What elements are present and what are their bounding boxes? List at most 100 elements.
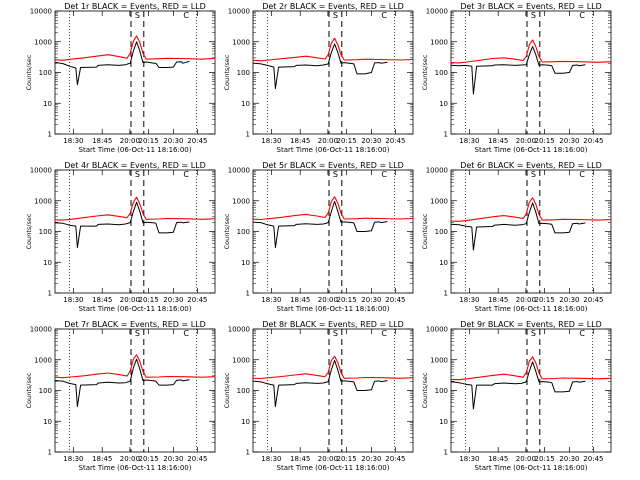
x-tick-label: 18:45 <box>92 137 112 145</box>
y-axis-label: Counts/sec <box>25 213 33 249</box>
x-tick-label: 18:30 <box>261 137 281 145</box>
y-tick-label: 1000 <box>430 197 448 205</box>
plot-frame <box>252 10 414 135</box>
x-tick-label: 20:30 <box>163 455 183 463</box>
events-series-line <box>55 358 190 408</box>
y-tick-label: 10 <box>241 259 250 267</box>
x-axis-label: Start Time (06-Oct-11 18:16:00) <box>475 464 588 472</box>
chart-title: Det 2r BLACK = Events, RED = LLD <box>262 2 404 11</box>
x-tick-label: 20:45 <box>187 137 207 145</box>
chart-title: Det 4r BLACK = Events, RED = LLD <box>64 161 206 170</box>
marker-label: S <box>333 329 338 338</box>
y-axis-label: Counts/sec <box>223 54 231 90</box>
x-tick-label: 20:30 <box>361 296 381 304</box>
x-axis-label: Start Time (06-Oct-11 18:16:00) <box>277 146 390 154</box>
y-tick-label: 10000 <box>228 8 250 16</box>
plot-frame <box>450 328 612 453</box>
x-axis-label: Start Time (06-Oct-11 18:16:00) <box>79 305 192 313</box>
y-tick-label: 1000 <box>34 197 52 205</box>
y-axis-label: Counts/sec <box>25 54 33 90</box>
x-tick-label: 20:30 <box>559 296 579 304</box>
events-series-line <box>55 201 190 249</box>
chart-title: Det 8r BLACK = Events, RED = LLD <box>262 320 404 329</box>
lld-series-line <box>54 354 216 379</box>
chart-panel: Det 5r BLACK = Events, RED = LLD 1 10 100 10… <box>223 161 414 313</box>
y-tick-label: 10 <box>43 259 52 267</box>
x-axis-label: Start Time (06-Oct-11 18:16:00) <box>475 146 588 154</box>
x-tick-label: 18:30 <box>459 137 479 145</box>
lld-series-line <box>54 196 216 221</box>
y-tick-label: 1000 <box>430 356 448 364</box>
chart-title: Det 5r BLACK = Events, RED = LLD <box>262 161 404 170</box>
y-tick-label: 100 <box>237 387 250 395</box>
y-tick-label: 10000 <box>426 167 448 175</box>
marker-label: C <box>579 329 585 338</box>
y-tick-label: 1000 <box>34 356 52 364</box>
y-tick-label: 10000 <box>228 167 250 175</box>
chart-title: Det 6r BLACK = Events, RED = LLD <box>460 161 602 170</box>
events-series-line <box>55 41 190 86</box>
y-tick-label: 1 <box>444 449 448 457</box>
x-tick-label: 20:45 <box>187 455 207 463</box>
x-tick-label: 18:30 <box>459 455 479 463</box>
x-tick-label: 18:45 <box>290 137 310 145</box>
y-tick-label: 100 <box>435 69 448 77</box>
chart-panel: Det 4r BLACK = Events, RED = LLD 1 10 100 10… <box>25 161 216 313</box>
x-tick-label: 20:15 <box>337 296 357 304</box>
x-tick-label: 18:45 <box>488 455 508 463</box>
x-axis-label: Start Time (06-Oct-11 18:16:00) <box>79 146 192 154</box>
marker-label: C <box>183 170 189 179</box>
lld-series-line <box>252 37 414 62</box>
y-tick-label: 100 <box>435 228 448 236</box>
x-tick-label: 18:30 <box>459 296 479 304</box>
y-tick-label: 1000 <box>232 38 250 46</box>
marker-label: C <box>183 329 189 338</box>
chart-panel: Det 2r BLACK = Events, RED = LLD 1 10 100 10… <box>223 2 414 154</box>
marker-label: S <box>333 170 338 179</box>
lld-series-line <box>252 355 414 380</box>
x-tick-label: 20:00 <box>516 296 536 304</box>
x-tick-label: 20:00 <box>120 137 140 145</box>
x-tick-label: 20:00 <box>516 137 536 145</box>
y-tick-label: 10000 <box>426 326 448 334</box>
y-tick-label: 1000 <box>232 197 250 205</box>
x-tick-label: 20:15 <box>139 296 159 304</box>
y-tick-label: 100 <box>39 228 52 236</box>
x-tick-label: 20:00 <box>516 455 536 463</box>
x-tick-label: 18:30 <box>63 455 83 463</box>
y-tick-label: 1 <box>48 131 52 139</box>
y-tick-label: 1000 <box>430 38 448 46</box>
marker-label: C <box>579 11 585 20</box>
x-tick-label: 18:45 <box>488 296 508 304</box>
y-tick-label: 10000 <box>426 8 448 16</box>
x-tick-label: 20:00 <box>120 455 140 463</box>
lld-series-line <box>450 197 612 222</box>
lld-series-line <box>450 356 612 381</box>
marker-label: S <box>333 11 338 20</box>
chart-panel: Det 3r BLACK = Events, RED = LLD 1 10 100 10… <box>421 2 612 154</box>
chart-panel: Det 1r BLACK = Events, RED = LLD 1 10 100 10… <box>25 2 216 154</box>
x-axis-label: Start Time (06-Oct-11 18:16:00) <box>277 464 390 472</box>
y-axis-label: Counts/sec <box>25 372 33 408</box>
x-tick-label: 20:00 <box>120 296 140 304</box>
x-tick-label: 20:15 <box>337 137 357 145</box>
y-tick-label: 10 <box>439 100 448 108</box>
y-tick-label: 10000 <box>30 8 52 16</box>
x-axis-label: Start Time (06-Oct-11 18:16:00) <box>475 305 588 313</box>
y-tick-label: 10000 <box>30 167 52 175</box>
y-tick-label: 100 <box>237 228 250 236</box>
x-tick-label: 18:30 <box>261 455 281 463</box>
x-tick-label: 20:15 <box>535 455 555 463</box>
x-tick-label: 20:30 <box>361 455 381 463</box>
x-tick-label: 20:45 <box>385 455 405 463</box>
marker-label: S <box>531 329 536 338</box>
marker-label: C <box>381 329 387 338</box>
y-tick-label: 100 <box>39 69 52 77</box>
chart-title: Det 9r BLACK = Events, RED = LLD <box>460 320 602 329</box>
chart-title: Det 3r BLACK = Events, RED = LLD <box>460 2 602 11</box>
y-tick-label: 1 <box>444 290 448 298</box>
x-tick-label: 18:30 <box>261 296 281 304</box>
events-series-line <box>253 200 388 249</box>
x-tick-label: 20:15 <box>535 296 555 304</box>
x-tick-label: 20:15 <box>337 455 357 463</box>
